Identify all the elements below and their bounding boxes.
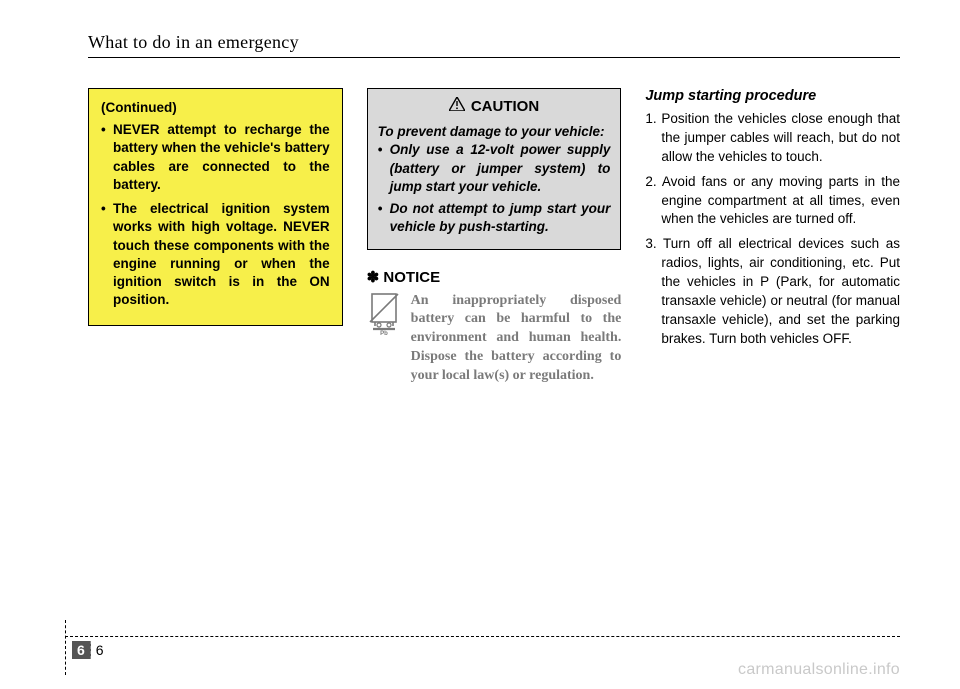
jump-steps: 1. Position the vehicles close enough th… (645, 110, 900, 349)
jump-step: 2. Avoid fans or any moving parts in the… (645, 173, 900, 230)
caution-lead: To prevent damage to your vehicle: (378, 123, 611, 141)
notice-title: ✽ NOTICE (367, 268, 622, 286)
caution-title-text: CAUTION (471, 97, 539, 117)
notice-body: Pb An inappropriately disposed battery c… (367, 292, 622, 386)
warning-list: NEVER attempt to recharge the battery wh… (101, 121, 330, 309)
caution-item: Do not attempt to jump start your vehicl… (378, 200, 611, 236)
jump-step: 1. Position the vehicles close enough th… (645, 110, 900, 167)
caution-icon (449, 97, 465, 117)
chapter-number: 6 (72, 641, 91, 659)
content-columns: (Continued) NEVER attempt to recharge th… (88, 88, 900, 386)
column-1: (Continued) NEVER attempt to recharge th… (88, 88, 343, 386)
caution-item: Only use a 12-volt power supply (battery… (378, 141, 611, 196)
manual-page: What to do in an emergency (Continued) N… (0, 0, 960, 689)
battery-disposal-icon: Pb (367, 292, 401, 386)
notice-text: An inappropriately disposed battery can … (411, 292, 622, 386)
jump-title: Jump starting procedure (645, 88, 900, 104)
caution-title: CAUTION (378, 97, 611, 117)
warning-item: The electrical ignition system works wit… (101, 200, 330, 309)
caution-list: Only use a 12-volt power supply (battery… (378, 141, 611, 236)
footer-vline (65, 620, 66, 675)
caution-box: CAUTION To prevent damage to your vehicl… (367, 88, 622, 250)
warning-continued: (Continued) (101, 99, 330, 117)
column-2: CAUTION To prevent damage to your vehicl… (367, 88, 622, 386)
footer-rule (65, 636, 900, 637)
watermark: carmanualsonline.info (738, 661, 900, 679)
warning-item: NEVER attempt to recharge the battery wh… (101, 121, 330, 194)
page-title: What to do in an emergency (88, 32, 900, 58)
jump-step: 3. Turn off all electrical devices such … (645, 235, 900, 348)
pb-label: Pb (380, 331, 388, 336)
column-3: Jump starting procedure 1. Position the … (645, 88, 900, 386)
warning-box: (Continued) NEVER attempt to recharge th… (88, 88, 343, 326)
page-number-value: 6 (91, 641, 109, 659)
page-number: 6 6 (72, 641, 109, 659)
